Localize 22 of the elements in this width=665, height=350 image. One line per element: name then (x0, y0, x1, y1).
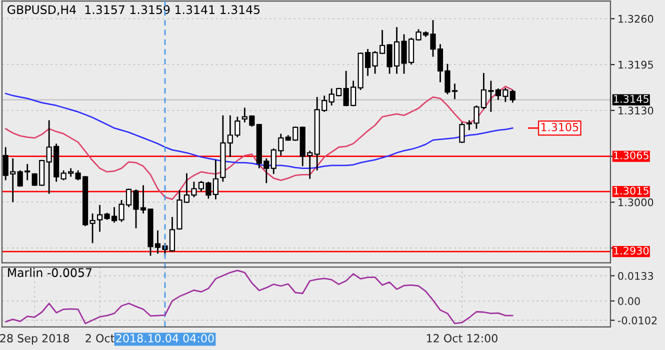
x-tick-label: 2018.10.04 04:00 (116, 334, 214, 342)
x-tick-label: 28 Sep 2018 (0, 334, 70, 345)
ref-line-label: 1.2930 (614, 246, 649, 255)
y-tick-label: 0.0133 (618, 272, 654, 280)
candlestick (212, 159, 218, 200)
ref-line-label: 1.3065 (614, 151, 648, 160)
candlestick (510, 89, 516, 104)
y-tick-label: -0.0102 (618, 316, 657, 324)
x-tick-label: 12 Oct 12:00 (426, 334, 498, 342)
y-tick-label: 0.00 (618, 297, 640, 306)
x-tick-label: 2 Oct (86, 334, 114, 342)
chart-title: GBPUSD,H4 1.3157 1.3159 1.3141 1.3145 (8, 5, 260, 16)
chart-title: Marlin -0.0057 (8, 268, 92, 278)
y-tick-label: 1.3000 (618, 198, 654, 206)
line-series (4, 270, 514, 324)
y-tick-label: 1.3195 (618, 60, 653, 69)
ref-line-label: 1.3015 (614, 186, 648, 195)
ref-line-label: 1.3145 (614, 94, 648, 103)
y-tick-label: 1.3130 (618, 106, 654, 115)
text: 1.3105 (541, 122, 578, 132)
line-series (4, 92, 514, 169)
y-tick-label: 1.3260 (618, 14, 654, 23)
